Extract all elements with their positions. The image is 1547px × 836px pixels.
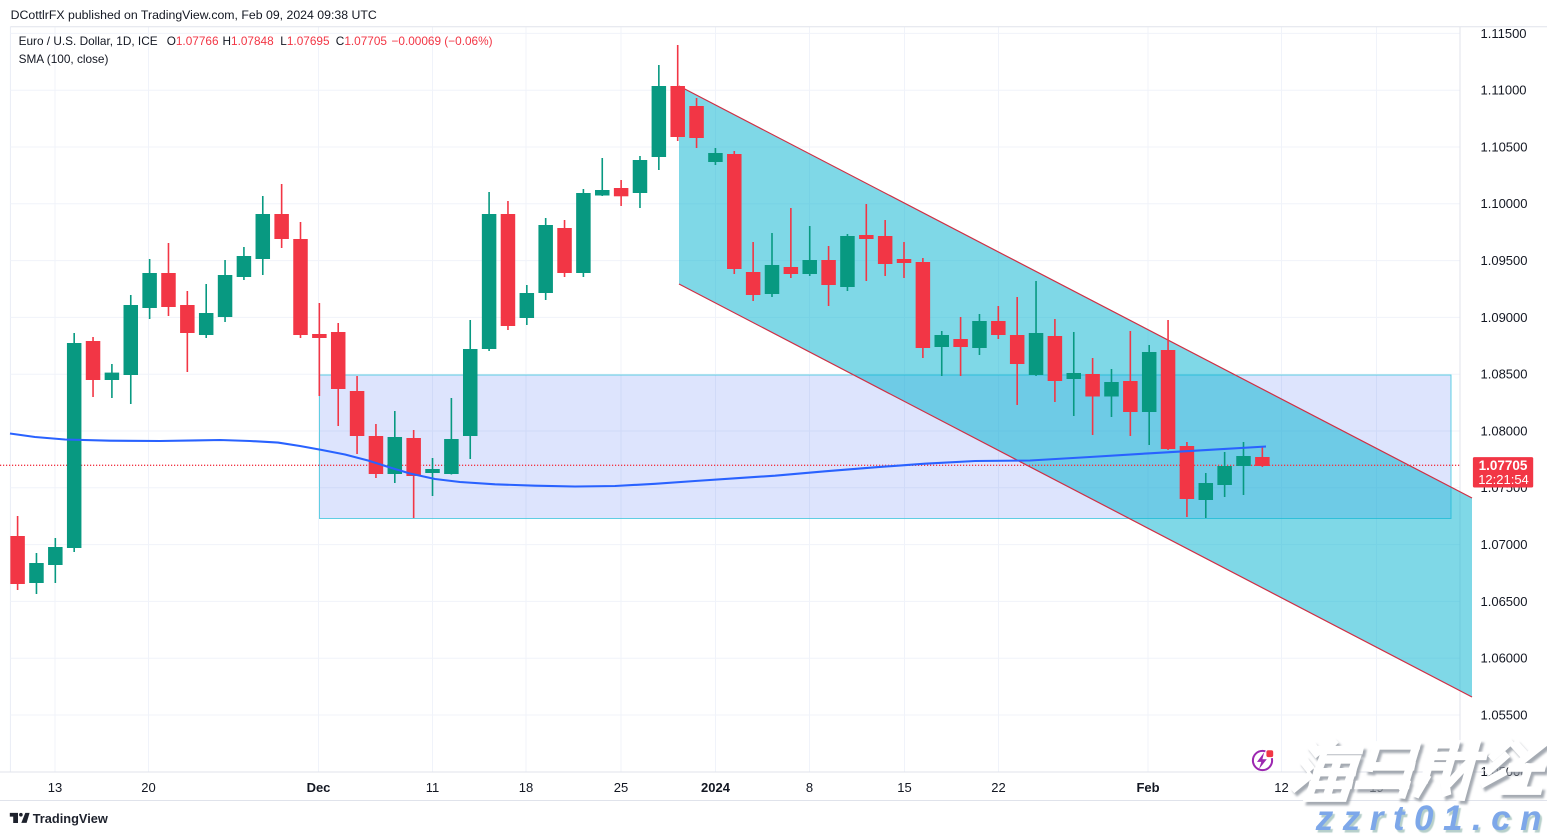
svg-text:1.08500: 1.08500 [1481, 367, 1528, 382]
svg-text:20: 20 [141, 780, 155, 795]
svg-text:O1.07766: O1.07766 [167, 34, 219, 48]
svg-text:1.10500: 1.10500 [1481, 139, 1528, 154]
svg-text:SMA (100, close): SMA (100, close) [19, 52, 109, 66]
svg-text:Feb: Feb [1136, 780, 1159, 795]
svg-text:1.09000: 1.09000 [1481, 310, 1528, 325]
svg-text:1.06000: 1.06000 [1481, 651, 1528, 666]
svg-text:11: 11 [426, 780, 440, 795]
svg-text:13: 13 [48, 780, 62, 795]
svg-text:15: 15 [897, 780, 911, 795]
svg-text:1.10000: 1.10000 [1481, 196, 1528, 211]
svg-text:1.08000: 1.08000 [1481, 423, 1528, 438]
svg-text:DCottlrFX published on Trading: DCottlrFX published on TradingView.com, … [11, 8, 377, 22]
svg-text:1.05500: 1.05500 [1481, 707, 1528, 722]
svg-text:1.11000: 1.11000 [1481, 83, 1527, 98]
svg-text:8: 8 [806, 780, 813, 795]
svg-text:Euro / U.S. Dollar, 1D, ICE: Euro / U.S. Dollar, 1D, ICE [19, 34, 158, 48]
svg-text:12:21:54: 12:21:54 [1478, 472, 1529, 487]
svg-text:25: 25 [614, 780, 628, 795]
svg-text:2024: 2024 [701, 780, 731, 795]
svg-text:−0.00069 (−0.06%): −0.00069 (−0.06%) [392, 34, 493, 48]
svg-text:1.07705: 1.07705 [1479, 458, 1528, 473]
svg-text:L1.07695: L1.07695 [280, 34, 330, 48]
svg-text:1.06500: 1.06500 [1481, 594, 1528, 609]
svg-text:1.07000: 1.07000 [1481, 537, 1528, 552]
svg-text:18: 18 [519, 780, 533, 795]
svg-text:C1.07705: C1.07705 [336, 34, 388, 48]
svg-text:12: 12 [1274, 780, 1288, 795]
svg-text:TradingView: TradingView [33, 811, 108, 826]
svg-text:Dec: Dec [307, 780, 331, 795]
svg-text:1.09500: 1.09500 [1481, 253, 1528, 268]
svg-text:H1.07848: H1.07848 [223, 34, 275, 48]
svg-text:22: 22 [991, 780, 1005, 795]
svg-text:1.11500: 1.11500 [1481, 26, 1527, 41]
